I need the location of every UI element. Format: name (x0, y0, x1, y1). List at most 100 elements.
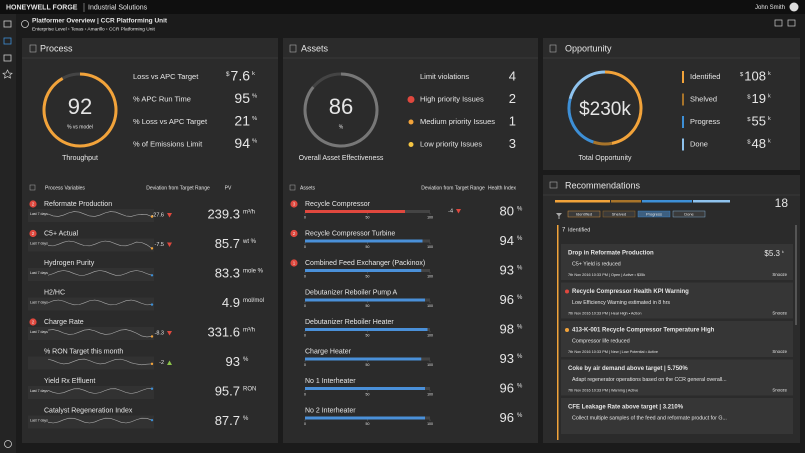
card-detail: Compressor life reduced (572, 338, 630, 344)
pv-unit: % (243, 357, 249, 363)
breadcrumb-path: Enterprise Level › Texas › Amarillo › CC… (32, 26, 155, 32)
snooze-button[interactable]: Snooze (772, 388, 787, 393)
snooze-button[interactable]: Snooze (772, 349, 787, 354)
scale-label: 100 (427, 392, 433, 396)
user-name[interactable]: John Smith (755, 5, 785, 11)
alert-badge (290, 259, 298, 267)
sparkline-end (150, 418, 154, 422)
sparkline-end (150, 303, 154, 306)
health-bar (305, 239, 423, 243)
filter-tab[interactable] (567, 210, 601, 218)
favorites-icon[interactable] (2, 69, 13, 79)
sparkline (47, 299, 153, 306)
filter-label[interactable]: Progress (646, 211, 662, 216)
filter-label[interactable]: Identified (576, 211, 592, 216)
status-label: Shelved (690, 94, 717, 103)
recommendation-card[interactable] (561, 398, 793, 434)
panel-icon (549, 181, 558, 189)
alert-count: 2 (293, 231, 296, 236)
asset-name: Combined Feed Exchanger (Packinox) (305, 260, 425, 267)
panel-icon (29, 44, 37, 53)
home-icon[interactable] (3, 20, 12, 28)
gauge-arc (303, 72, 379, 148)
status-label: Done (690, 139, 708, 148)
opportunity-value: 55 (752, 113, 766, 128)
sparkline-label: Last 7 days (30, 241, 48, 245)
sparkline-area (28, 356, 154, 370)
column-header: PV (225, 185, 232, 191)
pv-unit: m³/h (243, 328, 255, 334)
pv-unit: mole % (243, 269, 264, 275)
kpi-value: 7.6 (231, 68, 251, 84)
gauge-value: 86 (329, 94, 353, 119)
health-bar (305, 269, 422, 272)
sparkline-area (28, 297, 154, 311)
kpi-value: 94 (234, 135, 250, 151)
kpi-label: % Loss vs APC Target (133, 117, 208, 126)
opportunity-value-unit: k (768, 116, 771, 122)
pv-unit: wt % (242, 239, 257, 245)
card-detail: Adapt regenerator operations based on th… (572, 377, 727, 383)
pv-unit: m³/h (243, 210, 255, 216)
pv-unit: mol/mol (243, 298, 264, 304)
priority-dot (565, 289, 569, 294)
filter-tab[interactable] (602, 210, 636, 218)
card-meta: 7th Nov 2016 10:33 PM | New | Low Potent… (568, 350, 658, 354)
card-value-unit: k (782, 250, 784, 254)
scrollbar[interactable] (795, 225, 797, 325)
snooze-button[interactable]: Snooze (772, 311, 787, 316)
opportunity-panel (543, 38, 800, 170)
sparkline (47, 358, 153, 366)
hierarchy-icon[interactable] (3, 37, 12, 45)
sparkline-area (28, 327, 154, 340)
health-unit: % (517, 207, 523, 213)
health-value: 80 (500, 203, 514, 218)
scale-label: 100 (427, 363, 433, 367)
scale-label: 50 (366, 422, 370, 426)
opportunity-value: 48 (752, 136, 766, 151)
issue-count: 1 (509, 113, 516, 128)
gauge-arc (42, 72, 118, 148)
layers-icon[interactable] (3, 54, 12, 62)
scale-label: 100 (427, 304, 433, 308)
back-button[interactable] (21, 20, 29, 28)
card-value: $5.3 (764, 249, 780, 258)
settings-icon[interactable] (4, 440, 12, 448)
filter-tab[interactable] (672, 210, 706, 218)
recommendation-count: 18 (775, 196, 789, 210)
grid-button[interactable] (787, 19, 796, 27)
recommendation-card[interactable] (561, 359, 793, 396)
health-unit: % (517, 266, 523, 272)
snooze-button[interactable]: Snooze (772, 272, 787, 277)
sparkline-end (150, 247, 154, 250)
status-label: Identified (690, 72, 720, 81)
layout-button[interactable] (774, 19, 783, 27)
deviation-arrow (167, 213, 172, 218)
sparkline-label: Last 7 days (30, 418, 48, 422)
recommendation-card[interactable] (561, 321, 793, 357)
opportunity-value-unit: k (768, 94, 771, 100)
filter-label[interactable]: Shelved (612, 211, 626, 216)
health-unit: % (517, 295, 523, 301)
recommendation-card[interactable] (561, 282, 793, 319)
scale-label: 50 (366, 215, 370, 219)
sparkline-label: Last 7 days (30, 271, 48, 275)
scale-label: 50 (366, 392, 370, 396)
column-icon (29, 184, 36, 191)
sparkline-end (150, 362, 154, 366)
variable-name: % RON Target this month (44, 348, 123, 355)
opportunity-value-prefix: $ (747, 94, 751, 100)
scale-label: 50 (366, 274, 370, 278)
kpi-value: 21 (234, 113, 250, 129)
issue-label: High priority Issues (420, 94, 484, 103)
health-bar (305, 210, 405, 213)
alert-badge (29, 200, 37, 208)
opportunity-arc (592, 140, 613, 146)
sparkline-end (150, 274, 154, 277)
filter-tab[interactable] (637, 210, 671, 218)
recommendation-card[interactable] (561, 244, 793, 280)
panel-title: Assets (301, 43, 329, 53)
filter-label[interactable]: Done (684, 211, 694, 216)
avatar[interactable] (789, 2, 799, 12)
